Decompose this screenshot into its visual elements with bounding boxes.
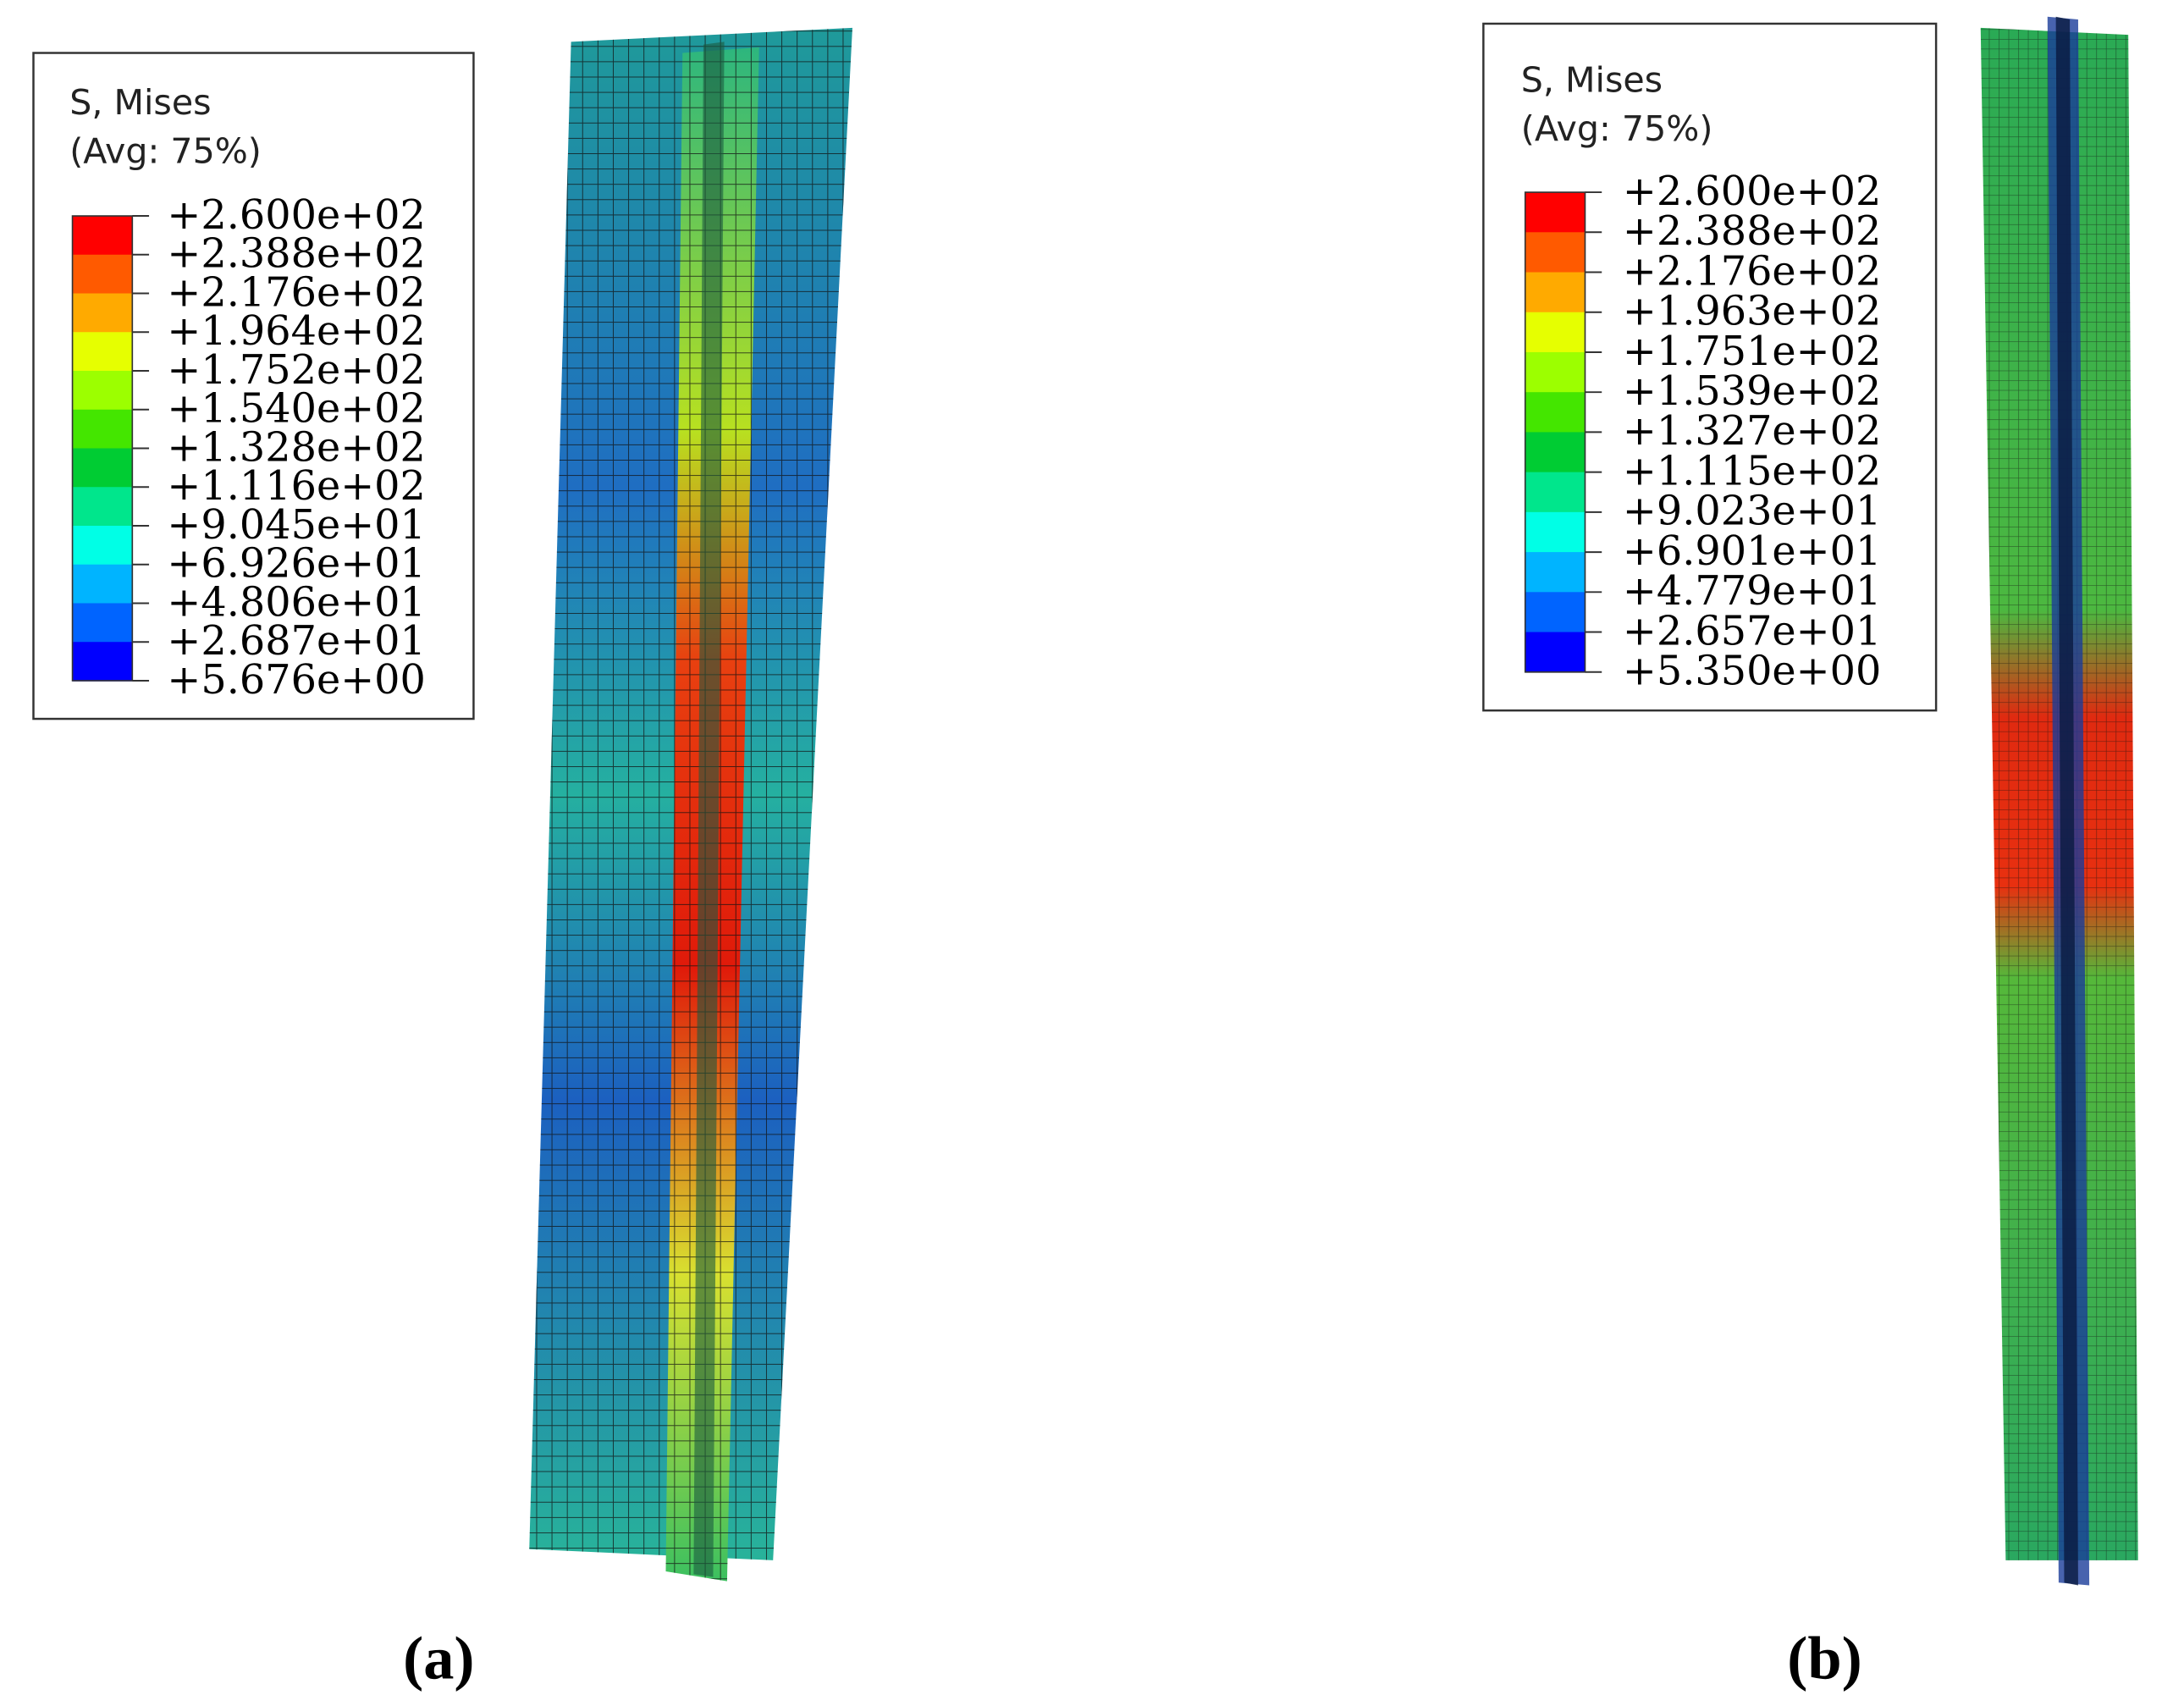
legend-swatch [1525, 192, 1586, 234]
legend-swatch [72, 487, 133, 527]
legend-swatch [72, 642, 133, 682]
legend-swatch [72, 409, 133, 450]
legend-label: +9.045e+01 [167, 502, 425, 549]
legend-label: +1.964e+02 [167, 308, 425, 355]
legend-swatch [72, 332, 133, 372]
legend-swatch [72, 448, 133, 489]
column-b [1980, 16, 2138, 1586]
legend-label: +5.676e+00 [167, 657, 425, 704]
legend-label: +2.600e+02 [1623, 168, 1881, 215]
legend-label: +1.540e+02 [167, 386, 425, 433]
legend-swatch [72, 525, 133, 566]
legend-label: +6.926e+01 [167, 541, 425, 588]
legend-swatch [72, 293, 133, 334]
legend-label: +2.176e+02 [1623, 248, 1881, 295]
legend-swatch [72, 254, 133, 295]
legend-label: +1.328e+02 [167, 424, 425, 471]
legend-label: +1.327e+02 [1623, 408, 1881, 455]
legend-swatch [72, 564, 133, 605]
legend-label: +1.116e+02 [167, 463, 425, 510]
legend-label: +9.023e+01 [1623, 489, 1881, 535]
legend-label: +6.901e+01 [1623, 528, 1881, 575]
legend-swatch [1525, 511, 1586, 553]
legend-label: +1.963e+02 [1623, 289, 1881, 335]
legend-label: +1.115e+02 [1623, 448, 1881, 494]
legend-label: +1.752e+02 [167, 347, 425, 394]
legend-swatch [1525, 392, 1586, 433]
legend-swatch [1525, 312, 1586, 353]
legend-swatch [1525, 272, 1586, 313]
legend-label: +1.539e+02 [1623, 368, 1881, 415]
legend-swatch [1525, 632, 1586, 673]
legend-subtitle: (Avg: 75%) [69, 131, 262, 172]
legend-subtitle: (Avg: 75%) [1521, 108, 1713, 149]
legend-swatch [1525, 232, 1586, 273]
legend-label: +2.388e+02 [1623, 208, 1881, 255]
legend-label: +4.806e+01 [167, 579, 425, 626]
legend-title: S, Mises [1521, 60, 1663, 101]
legend-label: +1.751e+02 [1623, 329, 1881, 375]
legend-swatch [72, 603, 133, 643]
legend-swatch [1525, 351, 1586, 394]
column-a [529, 27, 852, 1582]
legend-label: +2.600e+02 [167, 192, 425, 239]
legend-label: +5.350e+00 [1623, 649, 1881, 695]
panel-caption: (b) [1787, 1624, 1861, 1692]
legend-label: +4.779e+01 [1623, 568, 1881, 615]
legend-title: S, Mises [69, 82, 211, 123]
panel-caption: (a) [403, 1624, 474, 1692]
legend-label: +2.388e+02 [167, 231, 425, 278]
legend-swatch [1525, 472, 1586, 513]
legend-swatch [72, 371, 133, 411]
legend-label: +2.176e+02 [167, 269, 425, 316]
legend-swatch [1525, 592, 1586, 633]
legend-label: +2.687e+01 [167, 618, 425, 665]
legend-label: +2.657e+01 [1623, 608, 1881, 654]
legend-swatch [1525, 432, 1586, 473]
legend-swatch [72, 216, 133, 256]
legend-swatch [1525, 552, 1586, 594]
